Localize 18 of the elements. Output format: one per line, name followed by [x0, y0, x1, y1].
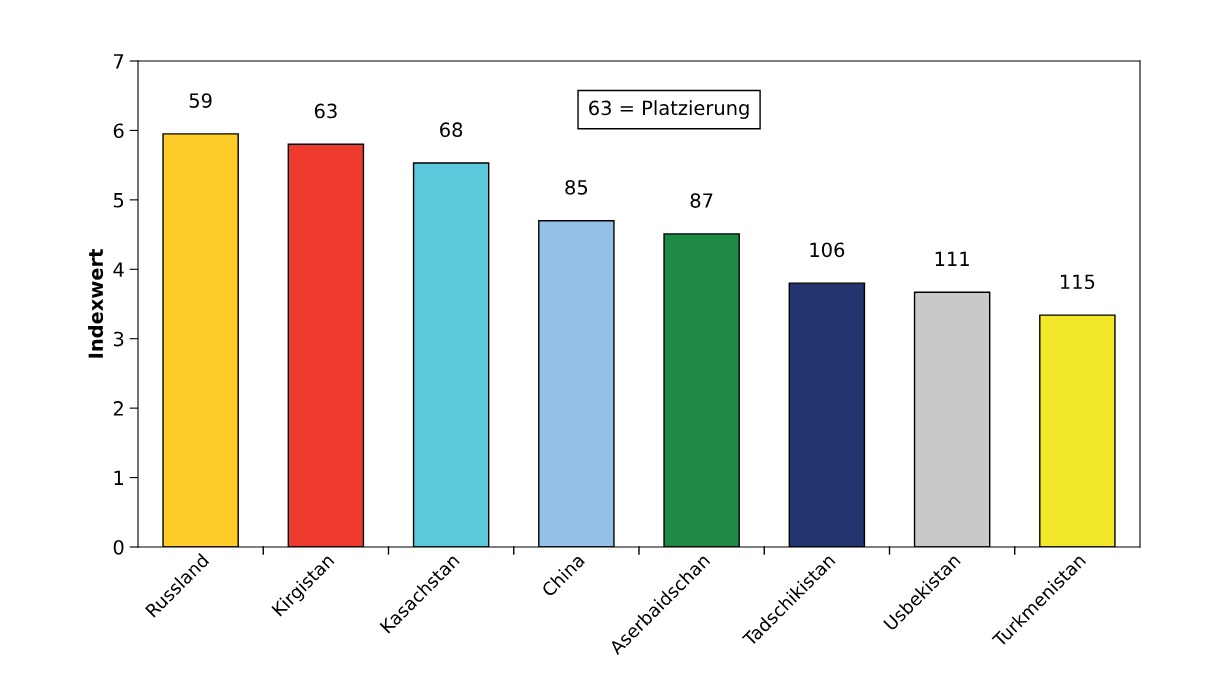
- annotation: 85: [565, 179, 588, 195]
- y-tick-label: 6: [113, 123, 124, 139]
- y-tick-label: 0: [113, 539, 124, 555]
- y-tick-label: 7: [114, 54, 124, 69]
- annotation: 87: [690, 193, 713, 208]
- y-tick-label: 3: [113, 331, 124, 347]
- y-axis-title: Indexwert: [88, 249, 104, 358]
- y-tick-label: 1: [114, 470, 124, 485]
- annotation: 68: [440, 122, 463, 138]
- annotation: 59: [189, 93, 212, 108]
- annotation: 63 = Platzierung: [589, 100, 749, 120]
- annotation: 111: [935, 251, 969, 266]
- annotation: 63: [314, 103, 337, 119]
- annotation: 106: [810, 242, 845, 258]
- annotation: 115: [1060, 274, 1095, 290]
- y-tick-label: 2: [113, 401, 123, 416]
- y-tick-label: 4: [113, 262, 124, 277]
- y-tick-label: 5: [113, 193, 124, 208]
